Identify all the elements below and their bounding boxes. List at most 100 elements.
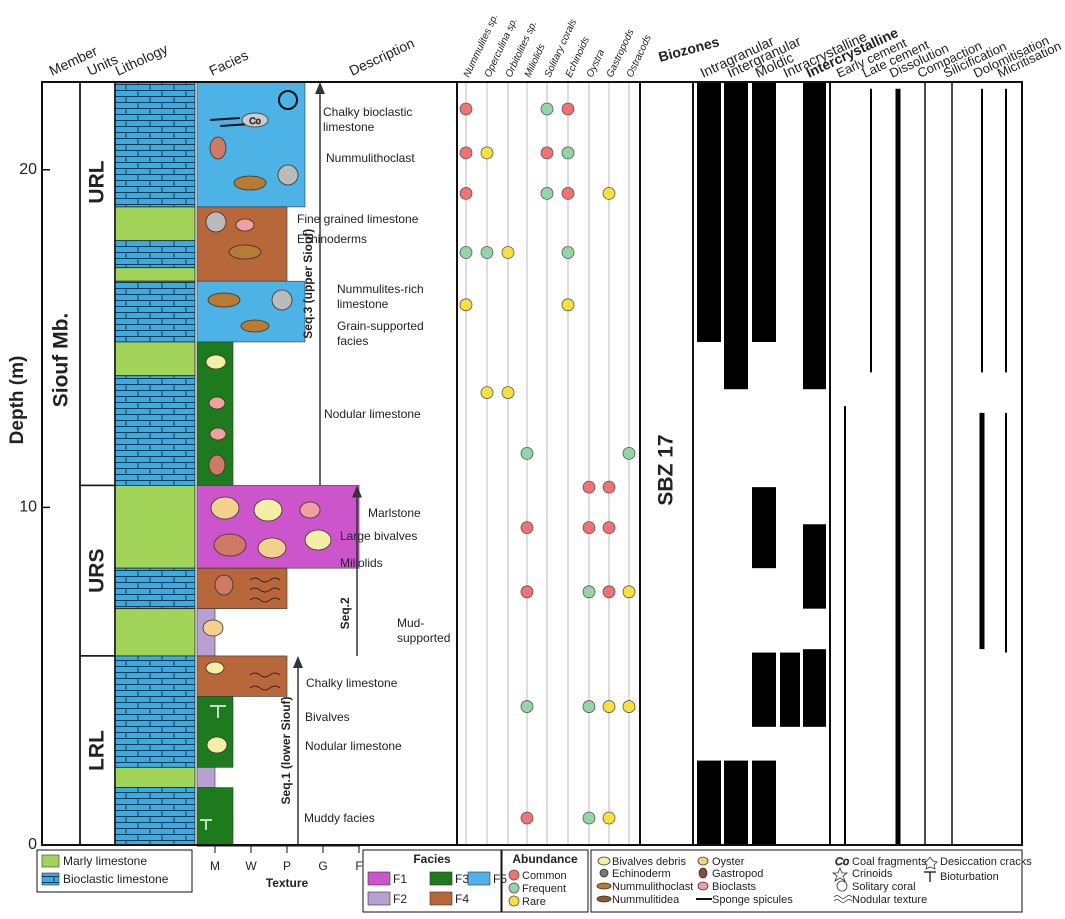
lithology-bed [114, 341, 196, 377]
description: Nodular limestone [305, 738, 402, 753]
abundance-swatch [508, 895, 520, 907]
description-box: Nummulithoclast [326, 151, 415, 166]
fossil-occurrence [561, 246, 575, 259]
fossil-occurrence [622, 700, 636, 713]
legend-title: Abundance [512, 852, 578, 866]
sequence-label: Seq.2 [338, 597, 352, 629]
legend-label: F3 [455, 872, 469, 886]
symbol-legend-icons: Co [596, 856, 938, 903]
arrow-head [352, 485, 362, 498]
fossil-occurrence [459, 102, 473, 116]
legend-label: F1 [393, 872, 407, 886]
column-header: Lithology [113, 41, 171, 79]
description-box: Miliolids [340, 556, 383, 570]
sequence-label: Seq.3 (upper Siouf) [301, 229, 315, 339]
fossil-occurrence [480, 146, 494, 160]
fossil-occurrence [602, 700, 616, 713]
texture-class: M [210, 859, 220, 873]
description: Nummulites-rich limestone [337, 281, 424, 311]
fossil-occurrence [602, 480, 616, 494]
fossil-occurrence [582, 811, 596, 825]
fossil-occurrence [540, 102, 554, 116]
description-box: Nummulites-rich limestone [337, 281, 424, 311]
bed-pattern [115, 787, 195, 845]
bed-pattern [115, 82, 195, 145]
arrow-head [293, 655, 303, 668]
description-box: Fine grained limestone [297, 212, 418, 226]
fossil-occurrence [561, 298, 575, 312]
lithology-bed [114, 485, 196, 569]
fossil-occurrence [501, 386, 515, 400]
fossil-occurrence [561, 102, 575, 116]
facies-swatch [367, 891, 391, 906]
unit-label: LRL [86, 730, 109, 771]
porosity-bar [752, 82, 776, 342]
bed-pattern [115, 144, 195, 207]
porosity-bar [752, 760, 776, 845]
texture-class: W [245, 859, 257, 873]
facies-icons: Co [200, 90, 332, 830]
symbol-label: Bioturbation [940, 871, 999, 883]
texture-class: G [318, 859, 327, 873]
abundance-swatch [508, 869, 520, 881]
description-box: Grain-supported facies [337, 319, 424, 348]
bed-pattern [115, 568, 195, 609]
fossil-occurrence [520, 521, 534, 535]
description-box: Chalky bioclastic limestone [323, 105, 413, 135]
fossil-occurrence [582, 480, 596, 494]
symbol-label: Nummulitidea [612, 894, 680, 906]
fossil-occurrence [602, 585, 616, 599]
biozone-label: SBZ 17 [655, 434, 678, 505]
porosity-bar [780, 652, 800, 727]
description-box: Echinoderms [297, 232, 367, 246]
fossil-occurrence [520, 700, 534, 713]
texture-class: F [355, 859, 362, 873]
description-box: Muddy facies [304, 811, 375, 826]
fossil-occurrence [622, 446, 636, 460]
symbol-label: Sponge spicules [712, 894, 793, 906]
legend-label: Rare [522, 896, 546, 908]
porosity-bar [803, 82, 826, 390]
porosity-bar [724, 760, 748, 845]
description: Bivalves [305, 709, 350, 724]
fossil-occurrence [561, 187, 575, 200]
legend-label: F5 [493, 872, 507, 886]
unit-label: URL [86, 160, 109, 203]
fossil-occurrence [459, 146, 473, 160]
lithology-bed [114, 608, 196, 657]
fossil-occurrence [480, 386, 494, 400]
legend-label: Frequent [522, 883, 566, 895]
column-header: Facies [207, 47, 251, 79]
symbol-label: Gastropod [712, 868, 763, 880]
fossil-occurrence [520, 446, 534, 460]
legend-frames [36, 849, 1023, 913]
facies-swatch [467, 871, 491, 886]
fossil-occurrence [602, 521, 616, 535]
fossil-occurrence [501, 246, 515, 259]
fossil-occurrence [520, 585, 534, 599]
lithology-bed [114, 267, 196, 282]
symbol-label: Nummulithoclast [612, 881, 693, 893]
bed-pattern [115, 281, 195, 342]
texture-class: P [283, 859, 291, 873]
member-label: Siouf Mb. [50, 313, 73, 407]
porosity-bar [752, 652, 776, 727]
unit-box [79, 81, 116, 487]
fossil-occurrence [582, 700, 596, 713]
description-box: Mud-supported [397, 616, 450, 645]
frame [41, 81, 1023, 846]
porosity-bar [697, 760, 721, 845]
sequence-label: Seq.1 (lower Siouf) [279, 696, 293, 804]
description: Muddy facies [304, 811, 375, 826]
description-box: Bivalves [305, 709, 350, 724]
symbol-label: Bivalves debris [612, 856, 686, 868]
lithology-swatch [41, 854, 60, 868]
porosity-bar [724, 82, 748, 390]
legend-label: F4 [455, 892, 469, 906]
depth-tick-label: 10 [19, 499, 37, 516]
description: Chalky bioclastic limestone [323, 105, 413, 135]
description: Nummulithoclast [326, 151, 415, 166]
symbol-label: Nodular texture [852, 894, 927, 906]
description-box: Nodular limestone [305, 738, 402, 753]
